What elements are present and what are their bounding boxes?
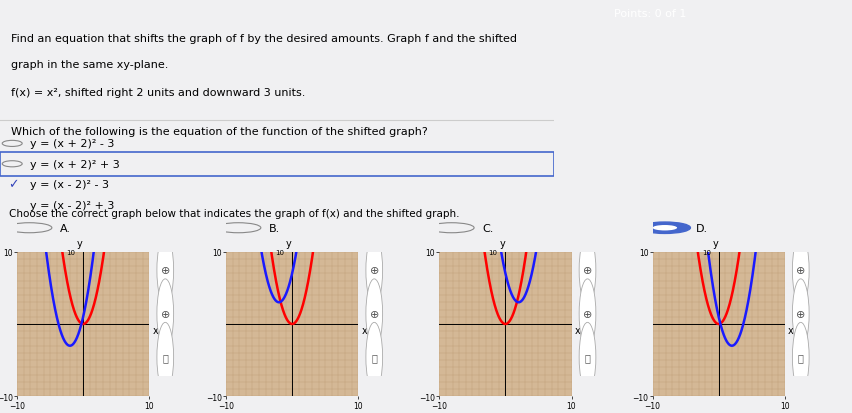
Text: ⊕: ⊕ [369, 266, 378, 275]
Text: C.: C. [481, 223, 493, 233]
Text: 10: 10 [701, 249, 710, 255]
Text: f(x) = x², shifted right 2 units and downward 3 units.: f(x) = x², shifted right 2 units and dow… [11, 88, 305, 98]
Text: y = (x + 2)² + 3: y = (x + 2)² + 3 [31, 159, 120, 169]
Text: ⊕: ⊕ [369, 309, 378, 319]
Text: y: y [711, 238, 717, 248]
Text: ⊕: ⊕ [160, 309, 170, 319]
Text: Which of the following is the equation of the function of the shifted graph?: Which of the following is the equation o… [11, 127, 428, 137]
Text: x: x [361, 325, 367, 335]
Text: x: x [153, 325, 158, 335]
Circle shape [579, 279, 596, 349]
Text: x: x [787, 325, 793, 335]
Text: y = (x + 2)² - 3: y = (x + 2)² - 3 [31, 139, 115, 149]
Text: y: y [77, 238, 83, 248]
Circle shape [366, 279, 383, 349]
Text: 10: 10 [66, 249, 75, 255]
Text: y: y [285, 238, 291, 248]
Text: ⧉: ⧉ [584, 352, 590, 362]
Circle shape [157, 236, 174, 305]
Text: y = (x - 2)² + 3: y = (x - 2)² + 3 [31, 200, 115, 210]
Circle shape [579, 236, 596, 305]
Circle shape [366, 236, 383, 305]
Text: Find an equation that shifts the graph of f by the desired amounts. Graph f and : Find an equation that shifts the graph o… [11, 34, 516, 44]
Circle shape [652, 225, 676, 231]
Text: ⊕: ⊕ [582, 266, 591, 275]
Text: ⊕: ⊕ [795, 309, 804, 319]
Text: D.: D. [694, 223, 707, 233]
Circle shape [792, 279, 809, 349]
Circle shape [792, 323, 809, 392]
Text: Choose the correct graph below that indicates the graph of f(x) and the shifted : Choose the correct graph below that indi… [9, 208, 458, 218]
Text: ⧉: ⧉ [162, 352, 168, 362]
Text: ✓: ✓ [9, 178, 19, 191]
Circle shape [157, 323, 174, 392]
Circle shape [792, 236, 809, 305]
Circle shape [638, 223, 689, 234]
Text: B.: B. [268, 223, 280, 233]
Circle shape [157, 279, 174, 349]
Circle shape [579, 323, 596, 392]
Text: graph in the same xy-plane.: graph in the same xy-plane. [11, 59, 168, 69]
Text: 10: 10 [275, 249, 284, 255]
Text: y: y [498, 238, 504, 248]
Text: ⧉: ⧉ [371, 352, 377, 362]
Text: ⊕: ⊕ [795, 266, 804, 275]
Text: ⧉: ⧉ [797, 352, 803, 362]
Text: ⊕: ⊕ [582, 309, 591, 319]
Text: x: x [574, 325, 580, 335]
Circle shape [366, 323, 383, 392]
Text: A.: A. [60, 223, 71, 233]
Text: Points: 0 of 1: Points: 0 of 1 [613, 9, 686, 19]
Text: 10: 10 [488, 249, 497, 255]
Bar [0, 152, 554, 176]
Text: ⊕: ⊕ [160, 266, 170, 275]
Text: y = (x - 2)² - 3: y = (x - 2)² - 3 [31, 180, 109, 190]
